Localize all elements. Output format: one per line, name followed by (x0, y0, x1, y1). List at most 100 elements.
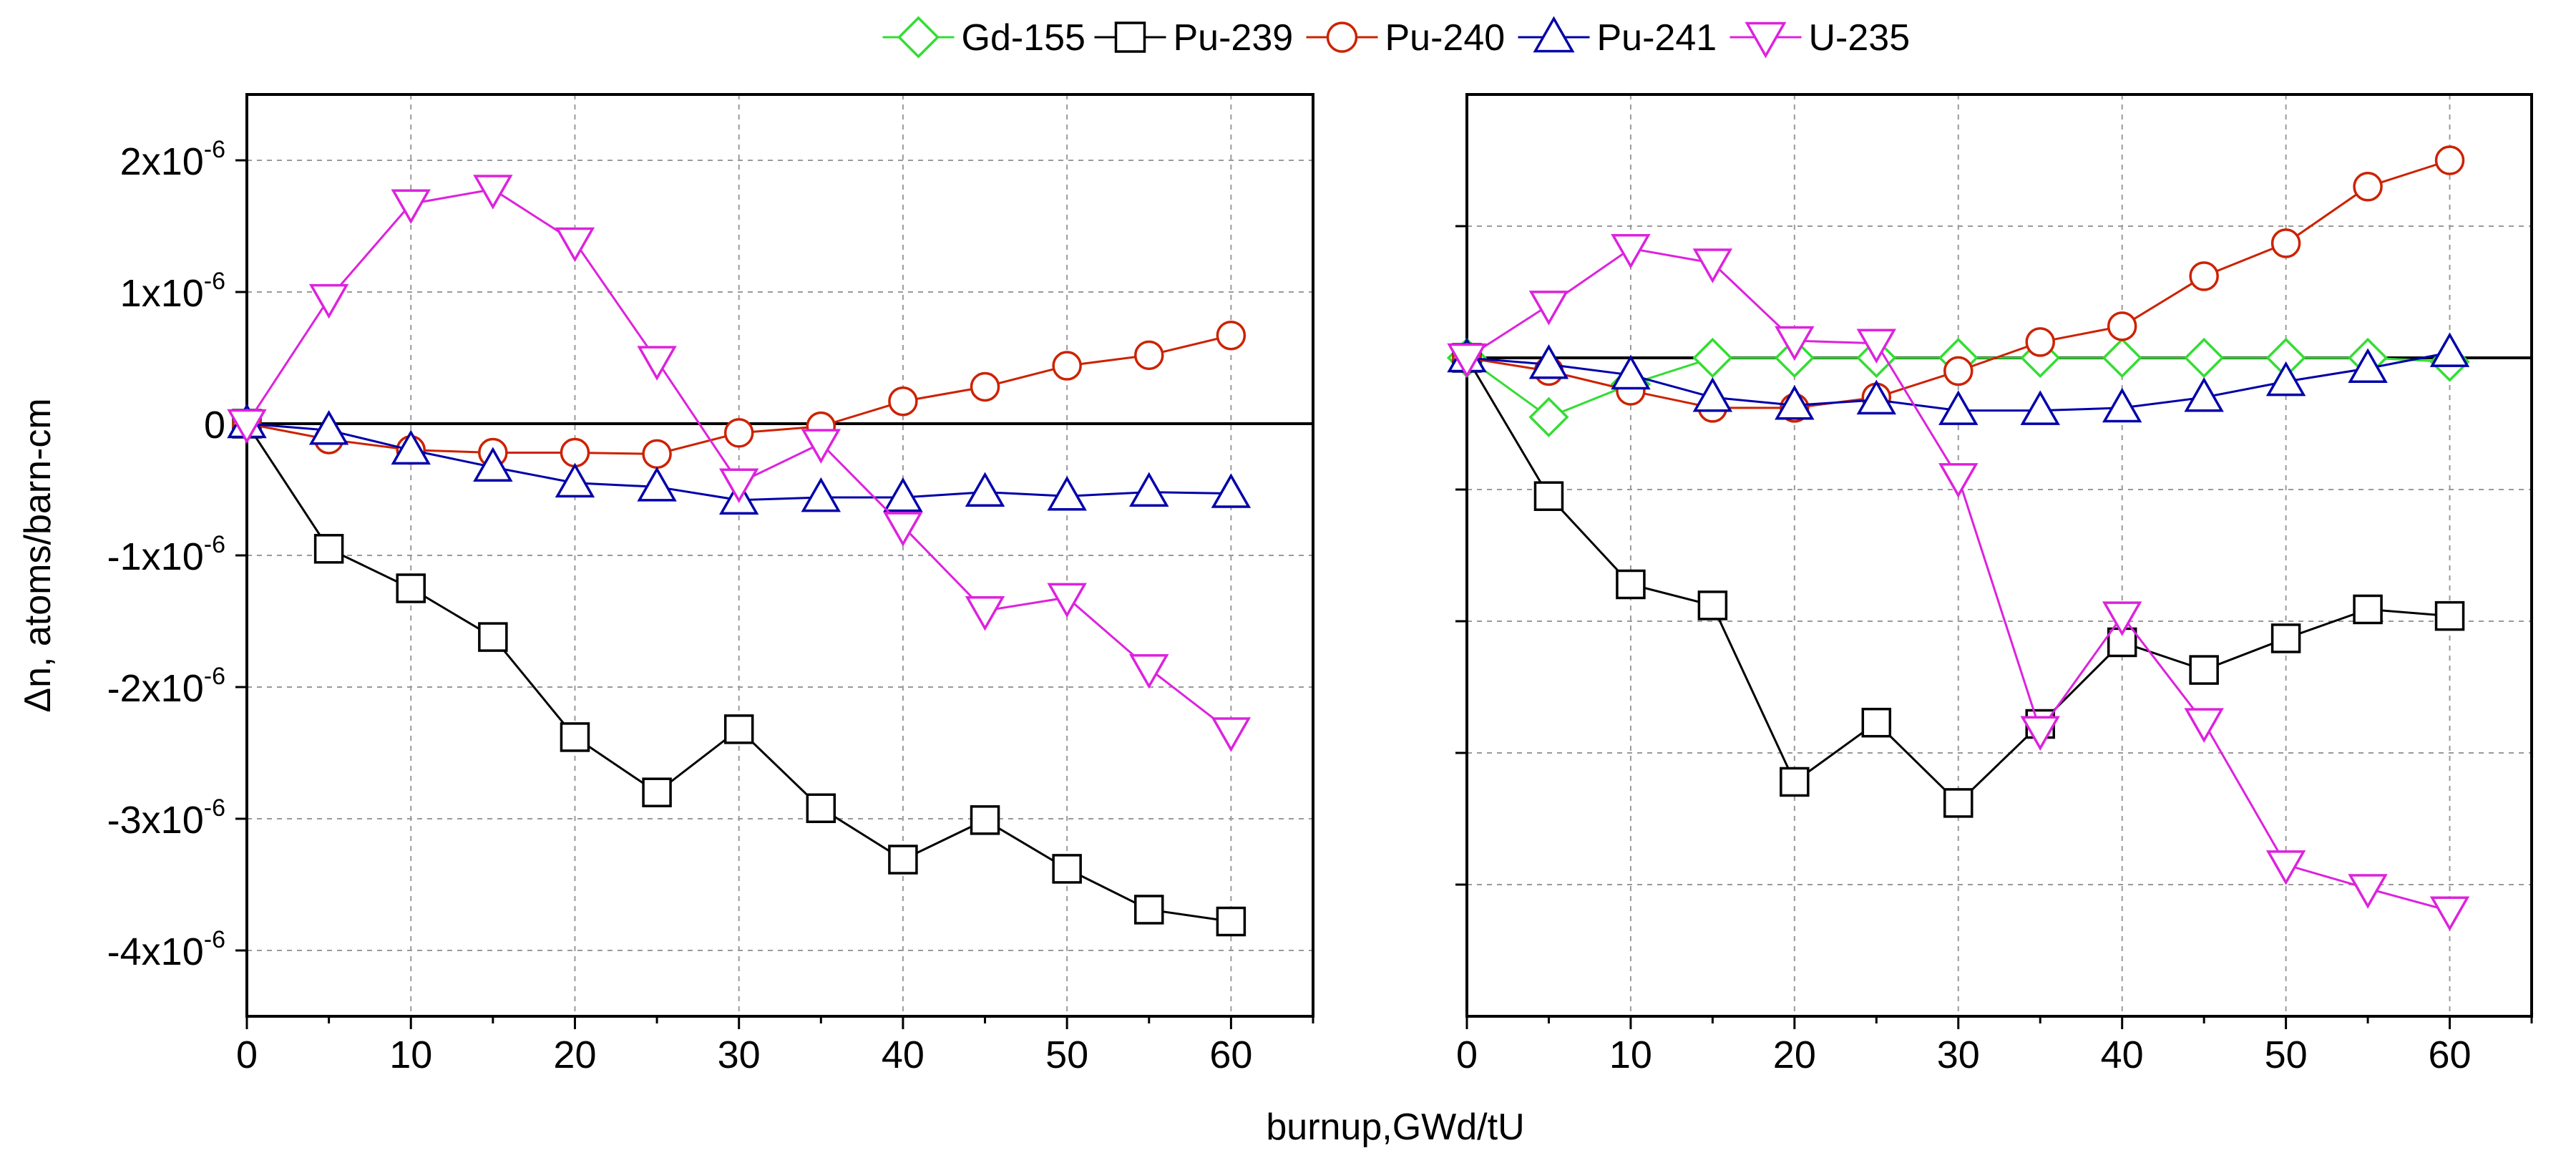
grid (247, 94, 1313, 1016)
data-point-pu-240 (2270, 228, 2301, 258)
data-point-pu-239 (396, 573, 426, 603)
series-pu-239 (1452, 343, 2465, 818)
data-point-u-235 (1528, 291, 1569, 326)
data-point-u-235 (308, 283, 349, 319)
data-point-pu-241 (1692, 376, 1733, 412)
series-u-235 (227, 175, 1252, 752)
data-point-pu-241 (1775, 385, 1815, 420)
right-chart-panel: 0 10 20 30 40 50 60 (1446, 93, 2533, 1076)
data-point-pu-239 (478, 622, 508, 652)
data-point-u-235 (2348, 874, 2388, 909)
y-tick-label-exponent: -6 (204, 268, 225, 295)
data-point-u-235 (227, 409, 267, 444)
x-axis-title: burnup,GWd/tU (1266, 1106, 1524, 1148)
data-point-pu-241 (2265, 361, 2306, 396)
data-point-pu-240 (888, 386, 918, 417)
y-tick-label-base: -2x10 (107, 667, 204, 710)
data-point-u-235 (801, 429, 841, 464)
x-tick-label: 20 (553, 1033, 596, 1076)
data-point-u-235 (473, 175, 513, 210)
x-tick-label: 40 (2101, 1033, 2144, 1076)
legend-marker-pu-239 (1114, 21, 1146, 53)
data-point-pu-240 (1134, 340, 1164, 371)
data-point-pu-239 (2353, 594, 2383, 625)
legend-label-pu-241: Pu-241 (1597, 17, 1717, 59)
data-point-u-235 (637, 346, 677, 381)
series-pu-241 (1447, 332, 2470, 425)
data-point-pu-239 (1052, 854, 1082, 884)
data-point-pu-239 (1533, 481, 1564, 511)
data-point-pu-239 (888, 845, 918, 875)
data-point-pu-239 (2189, 655, 2219, 685)
legend-item-u-235: U-235 (1729, 17, 1911, 59)
y-axis-title: Δn, atoms/barn-cm (17, 398, 59, 712)
y-axis (1455, 225, 1467, 886)
legend-item-gd-155: Gd-155 (882, 16, 1085, 59)
data-point-pu-241 (1528, 344, 1569, 379)
data-point-pu-241 (1129, 472, 1169, 507)
data-point-gd-155 (2102, 337, 2142, 379)
y-tick-label-base: -1x10 (107, 535, 204, 578)
data-point-pu-241 (1938, 390, 1979, 425)
data-point-gd-155 (1692, 337, 1733, 379)
data-point-pu-241 (637, 467, 677, 502)
data-point-u-235 (965, 596, 1005, 631)
legend-label-pu-240: Pu-240 (1385, 17, 1506, 59)
data-point-pu-240 (723, 418, 754, 448)
data-point-pu-240 (1216, 320, 1246, 351)
data-point-pu-239 (1861, 707, 1892, 738)
x-tick-label: 50 (1045, 1033, 1088, 1076)
x-axis: 0 10 20 30 40 50 60 (236, 1016, 1314, 1076)
y-tick-label-base: 0 (204, 404, 225, 447)
x-tick-label: 40 (882, 1033, 924, 1076)
data-point-pu-239 (2434, 600, 2465, 631)
data-point-pu-240 (642, 439, 672, 469)
y-tick-label: 2x10-6 (120, 136, 225, 183)
data-point-pu-239 (1134, 895, 1164, 925)
data-point-pu-241 (1047, 475, 1087, 511)
data-point-pu-239 (1697, 590, 1728, 621)
y-tick-label-exponent: -6 (204, 136, 225, 163)
data-point-u-235 (1129, 653, 1169, 689)
y-tick-label: 1x10-6 (120, 268, 225, 315)
legend-marker-u-235 (1745, 21, 1787, 59)
legend-label-pu-239: Pu-239 (1174, 17, 1294, 59)
y-tick-label-exponent: -6 (204, 663, 225, 690)
data-point-pu-241 (2429, 332, 2470, 367)
y-tick-label: -4x10-6 (107, 926, 225, 973)
x-tick-label: 60 (2428, 1033, 2471, 1076)
x-tick-label: 60 (1209, 1033, 1252, 1076)
data-point-pu-239 (1943, 788, 1974, 818)
legend-item-pu-239: Pu-239 (1094, 17, 1294, 59)
x-tick-label: 50 (2265, 1033, 2308, 1076)
data-point-gd-155 (2184, 337, 2225, 379)
legend-label-u-235: U-235 (1809, 17, 1911, 59)
legend-item-pu-240: Pu-240 (1306, 17, 1506, 59)
y-tick-label-base: 2x10 (120, 140, 204, 183)
data-point-pu-239 (1216, 906, 1246, 937)
legend-marker-pu-240 (1326, 21, 1358, 53)
data-point-pu-239 (313, 534, 344, 564)
data-point-pu-241 (308, 409, 349, 445)
x-tick-label: 30 (718, 1033, 761, 1076)
data-point-pu-239 (806, 793, 836, 824)
data-point-pu-241 (2348, 348, 2388, 383)
data-point-pu-240 (2107, 311, 2137, 341)
series-u-235 (1447, 234, 2470, 932)
data-point-pu-241 (883, 477, 923, 512)
y-tick-label: -1x10-6 (107, 531, 225, 578)
data-point-pu-241 (555, 462, 595, 498)
y-tick-label-base: 1x10 (120, 272, 204, 315)
series-pu-240 (232, 320, 1246, 469)
data-point-u-235 (555, 227, 595, 263)
data-point-u-235 (1447, 343, 1487, 379)
data-point-pu-241 (801, 477, 841, 512)
data-point-u-235 (1775, 326, 1815, 361)
data-point-pu-239 (1616, 569, 1646, 600)
legend-marker-pu-241 (1533, 16, 1575, 53)
data-point-pu-241 (2102, 387, 2142, 423)
legend-label-gd-155: Gd-155 (962, 17, 1085, 59)
y-tick-label: -2x10-6 (107, 663, 225, 710)
data-point-gd-155 (1528, 396, 1569, 437)
legend-marker-gd-155 (897, 16, 940, 59)
